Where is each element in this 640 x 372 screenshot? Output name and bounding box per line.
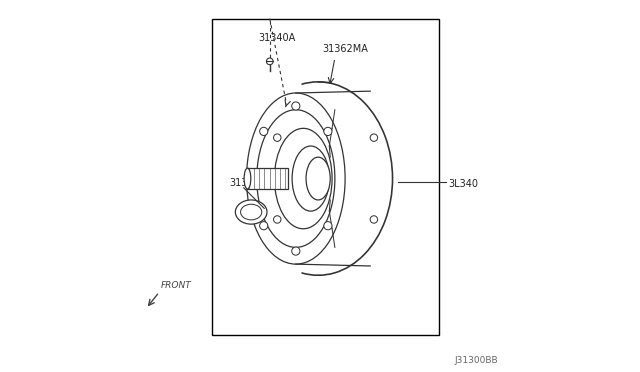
Circle shape [370,216,378,223]
Circle shape [260,222,268,230]
Text: FRONT: FRONT [161,281,191,290]
Circle shape [292,247,300,255]
Circle shape [324,127,332,135]
Circle shape [273,134,281,141]
Ellipse shape [236,200,267,224]
Text: 3L340: 3L340 [449,179,478,189]
Circle shape [273,216,281,223]
Text: J31300BB: J31300BB [455,356,499,365]
Circle shape [292,102,300,110]
Ellipse shape [257,110,335,247]
Circle shape [260,127,268,135]
Bar [212,19,439,335]
Ellipse shape [275,128,332,229]
Text: 31362MA: 31362MA [322,44,368,54]
Ellipse shape [241,204,262,220]
Ellipse shape [246,93,345,264]
Circle shape [266,58,273,65]
Text: 31344: 31344 [229,178,259,188]
Text: 31340A: 31340A [259,33,296,43]
Circle shape [324,222,332,230]
Circle shape [370,134,378,141]
Ellipse shape [306,157,330,200]
Ellipse shape [244,168,251,189]
Ellipse shape [292,146,330,211]
FancyBboxPatch shape [248,168,289,189]
